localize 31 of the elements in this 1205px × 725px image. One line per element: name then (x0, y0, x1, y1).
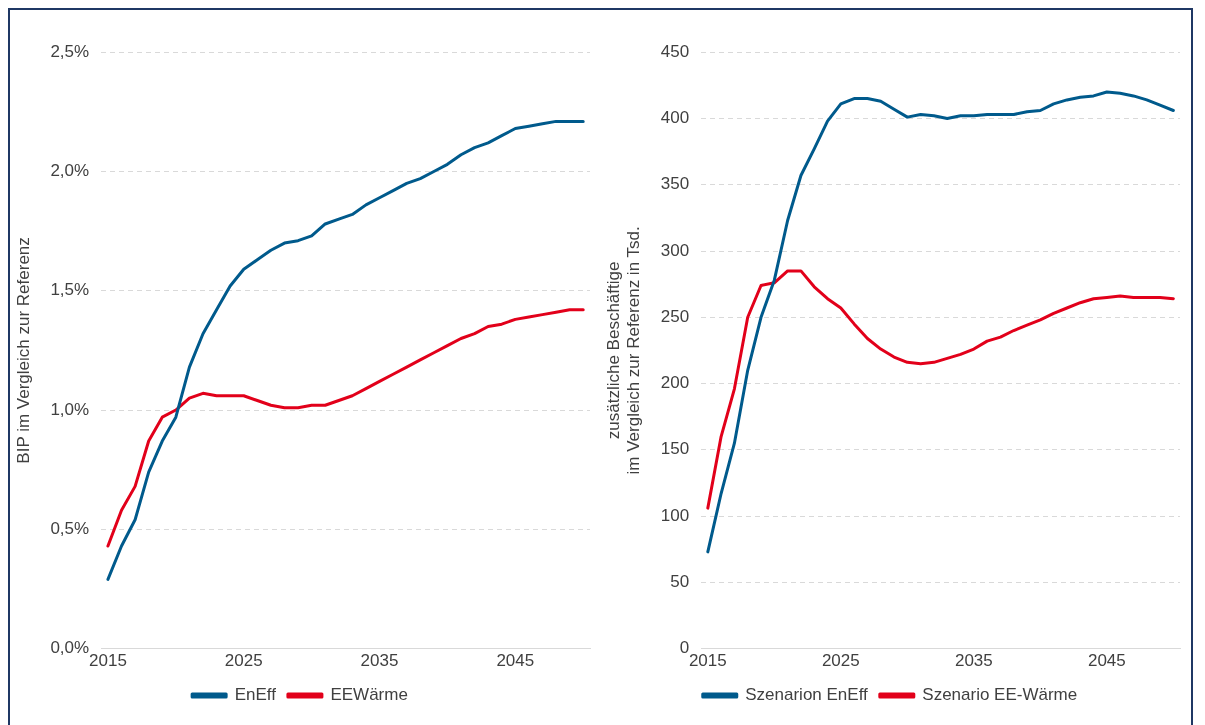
y-tick-label: 0,0% (50, 638, 90, 658)
y-tick-label: 300 (660, 240, 690, 260)
x-tick-label: 2035 (954, 651, 993, 671)
y-tick-label: 400 (660, 108, 690, 128)
x-tick-label: 2045 (496, 651, 535, 671)
legend-label: Szenarion EnEff (745, 685, 869, 705)
y-tick-label: 50 (670, 572, 690, 592)
x-tick-label: 2015 (89, 651, 127, 671)
x-tick-label: 2025 (821, 651, 860, 671)
legend-label: EEWärme (330, 685, 408, 705)
x-tick-label: 2015 (688, 651, 727, 671)
y-tick-label: 2,5% (50, 41, 90, 61)
y-tick-label: 1,5% (50, 280, 90, 300)
legend-label: EnEff (234, 685, 277, 705)
y-tick-label: 1,0% (50, 399, 90, 419)
legend-label: Szenario EE-Wärme (922, 685, 1078, 705)
y-tick-label: 0,5% (50, 519, 90, 539)
y-axis-title: BIP im Vergleich zur Referenz (13, 237, 33, 464)
frame: BIP im Vergleich zur Referenz EnEff EEWärme 2015 2025 2035 2045 0,0% 0,5% 1,0% 1,5% 2,0% 2,5% zusätzliche Beschäftige im Vergleich zur Referenz in Tsd. Szenarion EnEff Szenario EE-Wärme 2015 2025 2035 2045 0 50 100 150 200 250 300 350 400 450 (8, 8, 1193, 725)
y-tick-label: 250 (660, 306, 690, 326)
y-tick-label: 0 (679, 638, 690, 658)
x-tick-label: 2025 (224, 651, 263, 671)
y-tick-label: 450 (660, 41, 690, 61)
x-tick-label: 2045 (1087, 651, 1126, 671)
y-tick-label: 200 (660, 373, 690, 393)
y-tick-label: 2,0% (50, 161, 90, 181)
y-axis-title: zusätzliche Beschäftige im Vergleich zur Referenz in Tsd. (603, 226, 644, 475)
x-tick-label: 2035 (360, 651, 399, 671)
y-tick-label: 100 (660, 505, 690, 525)
y-tick-label: 150 (660, 439, 690, 459)
y-tick-label: 350 (660, 174, 690, 194)
